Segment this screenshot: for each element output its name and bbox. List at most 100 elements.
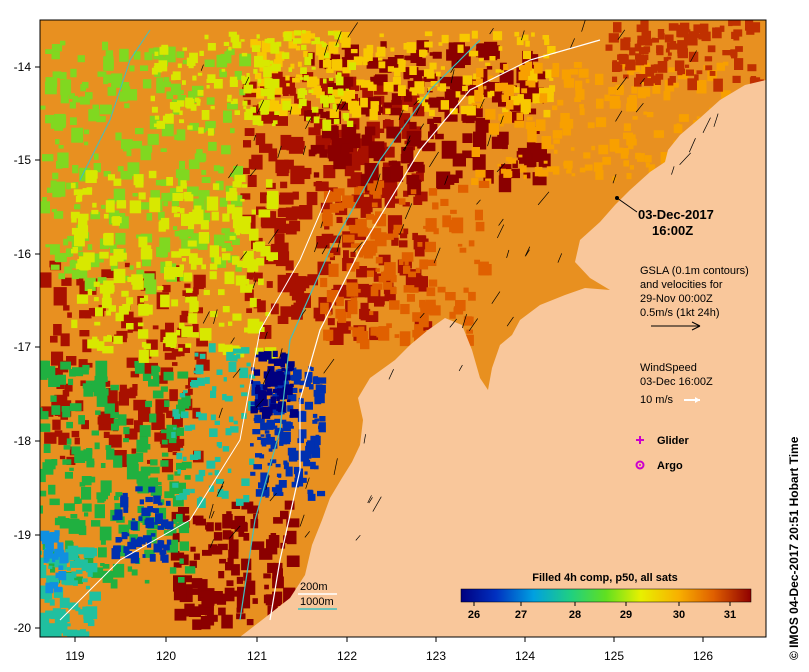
sst-patch — [54, 408, 67, 416]
sst-patch — [180, 448, 184, 451]
sst-patch — [87, 557, 94, 566]
sst-patch — [51, 51, 60, 60]
sst-patch — [668, 43, 678, 50]
sst-patch — [106, 310, 111, 316]
sst-patch — [258, 482, 267, 489]
sst-patch — [304, 110, 313, 122]
sst-patch — [480, 80, 490, 86]
sst-patch — [440, 198, 449, 206]
sst-patch — [223, 377, 227, 382]
sst-patch — [148, 466, 160, 474]
sst-patch — [233, 420, 238, 425]
sst-patch — [552, 63, 560, 73]
sst-patch — [295, 45, 301, 51]
sst-patch — [84, 277, 96, 291]
sst-patch — [436, 96, 445, 107]
sst-patch — [570, 147, 575, 151]
sst-patch — [519, 157, 530, 164]
sst-patch — [111, 548, 121, 560]
sst-patch — [320, 111, 328, 119]
sst-patch — [634, 77, 642, 87]
sst-patch — [632, 116, 638, 120]
sst-patch — [102, 292, 111, 303]
sst-patch — [182, 290, 188, 296]
sst-patch — [198, 232, 210, 244]
sst-patch — [173, 427, 177, 430]
sst-patch — [313, 435, 321, 446]
sst-patch — [264, 584, 269, 590]
sst-patch — [363, 60, 368, 66]
sst-patch — [366, 270, 374, 277]
sst-patch — [478, 261, 489, 276]
sst-patch — [164, 521, 174, 527]
sst-patch — [188, 221, 195, 230]
sst-patch — [188, 313, 198, 324]
sst-patch — [185, 575, 192, 583]
sst-patch — [485, 108, 496, 120]
sst-patch — [122, 304, 131, 311]
sst-patch — [174, 230, 182, 237]
sst-patch — [372, 283, 383, 290]
sst-patch — [188, 606, 201, 617]
sst-patch — [668, 23, 679, 31]
sst-patch — [111, 73, 123, 88]
sst-patch — [189, 560, 197, 568]
sst-patch — [487, 91, 493, 98]
sst-patch — [261, 487, 270, 497]
sst-patch — [700, 32, 708, 38]
sst-patch — [226, 48, 235, 56]
sst-patch — [626, 173, 632, 180]
sst-patch — [135, 539, 142, 548]
sst-patch — [274, 418, 281, 423]
sst-patch — [429, 109, 435, 117]
sst-patch — [250, 471, 256, 476]
sst-patch — [103, 489, 110, 496]
sst-patch — [76, 277, 84, 286]
sst-patch — [40, 423, 51, 432]
sst-patch — [415, 267, 421, 274]
sst-patch — [159, 551, 165, 555]
sst-patch — [404, 55, 411, 61]
sst-patch — [429, 305, 441, 316]
sst-patch — [93, 297, 99, 302]
sst-patch — [465, 114, 475, 124]
sst-patch — [99, 258, 104, 263]
sst-patch — [77, 559, 87, 567]
sst-patch — [110, 579, 118, 589]
sst-patch — [188, 212, 201, 224]
velocity-arrow — [498, 218, 504, 226]
sst-patch — [694, 74, 699, 81]
sst-patch — [144, 579, 150, 584]
y-tick-label: -19 — [14, 528, 32, 542]
sst-patch — [70, 182, 76, 189]
sst-patch — [570, 68, 579, 75]
sst-patch — [428, 188, 438, 196]
sst-patch — [224, 271, 235, 285]
sst-patch — [84, 555, 89, 562]
sst-patch — [313, 376, 319, 381]
sst-patch — [300, 450, 309, 462]
sst-patch — [435, 133, 444, 140]
sst-patch — [696, 80, 707, 94]
sst-patch — [643, 111, 648, 115]
sst-patch — [598, 144, 609, 155]
sst-patch — [58, 565, 64, 571]
velocity-arrow — [679, 152, 691, 166]
sst-patch — [407, 179, 422, 196]
sst-patch — [636, 24, 643, 33]
sst-patch — [553, 139, 560, 144]
sst-patch — [253, 272, 263, 282]
colorbar-tick-label: 30 — [673, 609, 685, 621]
sst-patch — [160, 386, 168, 392]
sst-patch — [40, 620, 43, 625]
sst-patch — [301, 44, 307, 51]
sst-patch — [77, 216, 88, 229]
sst-patch — [350, 243, 359, 248]
sst-patch — [345, 95, 352, 103]
sst-patch — [266, 539, 278, 555]
sst-patch — [455, 91, 461, 98]
sst-patch — [67, 312, 72, 318]
sst-patch — [291, 481, 299, 488]
sst-patch — [267, 562, 276, 573]
sst-patch — [432, 202, 439, 210]
